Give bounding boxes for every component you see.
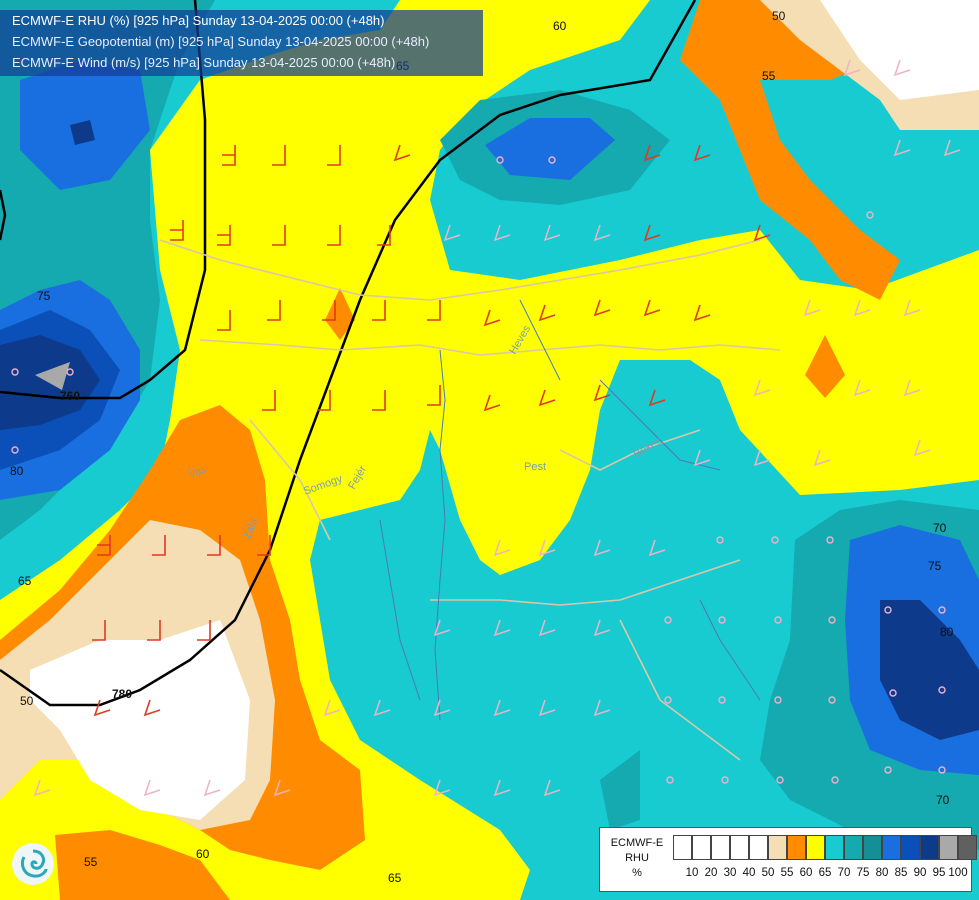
legend-label: 40 bbox=[742, 867, 756, 879]
contour-label: 780 bbox=[112, 687, 132, 701]
legend-swatch bbox=[711, 835, 730, 860]
rhu-field-55-south bbox=[55, 830, 230, 900]
legend-swatch bbox=[844, 835, 863, 860]
legend-swatch bbox=[882, 835, 901, 860]
legend-label: 20 bbox=[704, 867, 718, 879]
legend-title-unit: % bbox=[632, 867, 642, 879]
contour-label: 75 bbox=[928, 559, 942, 573]
legend-swatch bbox=[673, 835, 692, 860]
rhu-field-40-sw bbox=[30, 620, 250, 820]
legend-swatch bbox=[939, 835, 958, 860]
map-header: ECMWF-E RHU (%) [925 hPa] Sunday 13-04-2… bbox=[0, 10, 483, 76]
legend-title-model: ECMWF-E bbox=[610, 837, 664, 849]
header-geopotential-title: ECMWF-E Geopotential (m) [925 hPa] Sunda… bbox=[12, 34, 430, 49]
header-wind-title: ECMWF-E Wind (m/s) [925 hPa] Sunday 13-0… bbox=[12, 55, 396, 70]
rhu-field-90-west bbox=[35, 362, 70, 390]
contour-label: 80 bbox=[940, 625, 954, 639]
region-label-vas: Vas bbox=[187, 463, 209, 481]
legend-swatch bbox=[749, 835, 768, 860]
contour-label: 760 bbox=[60, 389, 80, 403]
legend-swatch bbox=[863, 835, 882, 860]
legend-swatch bbox=[825, 835, 844, 860]
calm-wind-markers bbox=[11, 156, 946, 784]
brand-logo bbox=[12, 843, 54, 885]
legend-label: 75 bbox=[856, 867, 870, 879]
geopotential-line-west bbox=[0, 0, 207, 400]
contour-label: 75 bbox=[37, 289, 51, 303]
legend-label: 60 bbox=[799, 867, 813, 879]
legend-swatches bbox=[673, 835, 977, 861]
wind-barbs bbox=[92, 144, 771, 717]
rhu-legend: ECMWF-E RHU % 10 20 30 40 50 55 60 65 70 75 80 85 90… bbox=[599, 827, 977, 892]
contour-label: 70 bbox=[936, 793, 950, 807]
legend-swatch bbox=[958, 835, 977, 860]
rhu-field-80-nw bbox=[70, 120, 95, 145]
contour-label: 55 bbox=[762, 69, 776, 83]
rhu-field-55-ne bbox=[680, 0, 900, 300]
legend-swatch bbox=[901, 835, 920, 860]
rhu-field-75-north bbox=[485, 118, 615, 180]
legend-label: 55 bbox=[780, 867, 794, 879]
contour-label: 50 bbox=[20, 694, 34, 708]
legend-label: 80 bbox=[875, 867, 889, 879]
legend-label: 90 bbox=[913, 867, 927, 879]
legend-label: 85 bbox=[894, 867, 908, 879]
legend-swatch bbox=[768, 835, 787, 860]
legend-title: ECMWF-E RHU % bbox=[604, 836, 670, 881]
contour-label: 55 bbox=[84, 855, 98, 869]
header-rhu-title: ECMWF-E RHU (%) [925 hPa] Sunday 13-04-2… bbox=[12, 13, 385, 28]
legend-label: 30 bbox=[723, 867, 737, 879]
contour-label: 70 bbox=[933, 521, 947, 535]
legend-swatch bbox=[730, 835, 749, 860]
rhu-field-70-south bbox=[600, 750, 640, 830]
legend-label: 70 bbox=[837, 867, 851, 879]
legend-swatch bbox=[806, 835, 825, 860]
region-label-pest: Pest bbox=[524, 461, 546, 473]
contour-label: 80 bbox=[10, 464, 24, 478]
legend-title-variable: RHU bbox=[625, 852, 649, 864]
geopotential-line-central bbox=[0, 0, 697, 707]
legend-swatch bbox=[787, 835, 806, 860]
legend-label: 100 bbox=[948, 867, 968, 879]
rhu-field-40-ne bbox=[820, 0, 979, 100]
admin-boundaries bbox=[159, 239, 781, 761]
contour-label: 65 bbox=[18, 574, 32, 588]
rhu-field-55-spot1 bbox=[325, 288, 355, 340]
contour-label: 60 bbox=[553, 19, 567, 33]
contour-label: 65 bbox=[388, 871, 402, 885]
rivers bbox=[379, 299, 761, 721]
rhu-field-55-spot2 bbox=[805, 335, 845, 398]
contour-label: 50 bbox=[772, 9, 786, 23]
legend-swatch bbox=[692, 835, 711, 860]
legend-label: 50 bbox=[761, 867, 775, 879]
geopotential-line-north bbox=[0, 189, 7, 241]
legend-label: 65 bbox=[818, 867, 832, 879]
legend-label: 10 bbox=[685, 867, 699, 879]
legend-label: 95 bbox=[932, 867, 946, 879]
wind-barbs-light bbox=[33, 59, 961, 797]
rhu-field-80-east bbox=[880, 600, 979, 740]
legend-swatch bbox=[920, 835, 939, 860]
contour-label: 60 bbox=[196, 847, 210, 861]
